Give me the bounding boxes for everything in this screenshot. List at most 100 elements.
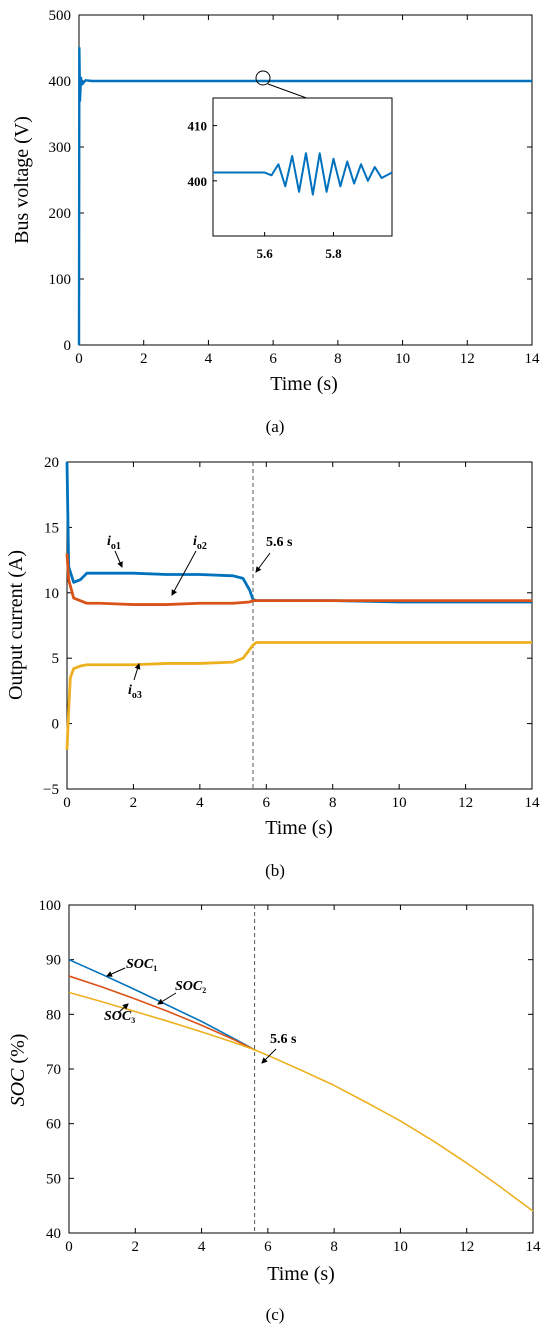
arrow-soc3 xyxy=(117,1003,129,1014)
y-tick-label: 90 xyxy=(46,953,61,969)
inset-yticks: 400 410 xyxy=(188,119,217,189)
y-tick-label: 100 xyxy=(39,898,62,914)
chart-c-xlabel: Time (s) xyxy=(267,1263,335,1285)
x-tick-label: 8 xyxy=(329,795,337,811)
arrow-io3 xyxy=(133,663,141,681)
series-line-3 xyxy=(68,991,534,1212)
inset-y-tick-label: 410 xyxy=(188,119,208,134)
chart-b-series xyxy=(65,461,532,750)
x-tick-label: 0 xyxy=(65,1239,73,1255)
y-tick-label: 60 xyxy=(46,1117,61,1133)
y-tick-label: −5 xyxy=(43,782,59,798)
arrow-io2 xyxy=(171,550,197,596)
label-io2-base: i xyxy=(193,534,197,549)
series-line-2 xyxy=(65,553,532,606)
x-tick-label: 0 xyxy=(75,351,83,367)
chart-a-inset: 400 410 5.6 5.8 xyxy=(188,97,393,261)
x-tick-label: 2 xyxy=(140,351,148,367)
x-tick-label: 2 xyxy=(130,795,138,811)
label-io1: io1 xyxy=(107,534,121,552)
label-io2-sub: o2 xyxy=(197,541,207,552)
chart-c-frame xyxy=(68,904,534,1234)
chart-c-caption: (c) xyxy=(266,1305,285,1324)
y-tick-label: 400 xyxy=(49,74,72,90)
x-tick-label: 14 xyxy=(525,795,541,811)
arrow-5-6s-b xyxy=(255,552,271,573)
y-tick-label: 200 xyxy=(49,206,72,222)
x-tick-label: 12 xyxy=(458,795,473,811)
chart-b-xlabel: Time (s) xyxy=(265,817,333,839)
x-tick-label: 4 xyxy=(205,351,213,367)
label-io3-sub: o3 xyxy=(132,690,142,701)
y-tick-label: 300 xyxy=(49,140,72,156)
chart-b-ylabel: Output current (A) xyxy=(5,550,27,700)
y-tick-label: 50 xyxy=(46,1171,61,1187)
arrow-5-6s-c xyxy=(261,1048,277,1064)
annotation-5-6s-b: 5.6 s xyxy=(266,535,293,550)
x-tick-label: 12 xyxy=(459,1239,474,1255)
arrow-io1 xyxy=(114,550,123,568)
series-line-1 xyxy=(65,461,532,604)
x-tick-label: 4 xyxy=(196,795,204,811)
x-tick-label: 6 xyxy=(263,795,271,811)
chart-a-series xyxy=(77,46,532,346)
y-tick-label: 0 xyxy=(52,717,60,733)
zoom-marker-arrow xyxy=(267,83,313,101)
chart-b: −5 0 5 10 15 20 0 2 4 6 8 10 12 14 Output current (A… xyxy=(5,455,540,880)
y-tick-label: 20 xyxy=(44,455,59,471)
arrow-soc1 xyxy=(106,967,126,977)
y-tick-label: 40 xyxy=(46,1226,61,1242)
label-soc1-base: SOC xyxy=(126,957,154,972)
label-soc2-sub: 2 xyxy=(202,986,206,995)
label-io3-base: i xyxy=(128,683,132,698)
series-line-1 xyxy=(68,958,255,1051)
chart-a-xlabel: Time (s) xyxy=(270,373,338,395)
annotation-5-6s-c: 5.6 s xyxy=(270,1032,297,1047)
chart-a-yticks: 0 100 200 300 400 500 xyxy=(49,8,532,354)
chart-a: 0 100 200 300 400 500 0 2 4 6 8 10 12 14 Bus voltage… xyxy=(11,8,540,436)
chart-c-series xyxy=(68,958,534,1212)
y-tick-label: 0 xyxy=(64,338,72,354)
x-tick-label: 12 xyxy=(460,351,475,367)
y-tick-label: 500 xyxy=(49,8,72,24)
y-tick-label: 80 xyxy=(46,1007,61,1023)
inset-y-tick-label: 400 xyxy=(188,174,208,189)
x-tick-label: 8 xyxy=(334,351,342,367)
chart-b-caption: (b) xyxy=(265,861,285,880)
label-soc2: SOC2 xyxy=(175,979,206,995)
x-tick-label: 10 xyxy=(393,1239,408,1255)
label-soc3-sub: 3 xyxy=(131,1016,135,1025)
inset-x-tick-label: 5.6 xyxy=(257,246,274,261)
x-tick-label: 8 xyxy=(330,1239,338,1255)
chart-c-ylabel: SOC (%) xyxy=(7,1034,29,1107)
y-tick-label: 15 xyxy=(44,520,59,536)
x-tick-label: 4 xyxy=(198,1239,206,1255)
label-io1-base: i xyxy=(107,534,111,549)
inset-series xyxy=(213,152,393,196)
label-soc3-base: SOC xyxy=(104,1009,132,1024)
chart-b-yticks: −5 0 5 10 15 20 xyxy=(43,455,532,798)
x-tick-label: 6 xyxy=(264,1239,272,1255)
chart-b-frame xyxy=(66,461,533,790)
series-line-2 xyxy=(68,975,255,1051)
label-soc1: SOC1 xyxy=(126,957,157,973)
x-tick-label: 10 xyxy=(395,351,410,367)
label-soc1-sub: 1 xyxy=(153,964,157,973)
arrow-soc2 xyxy=(157,992,177,1005)
chart-c-yticks: 40 50 60 70 80 90 100 xyxy=(39,898,533,1242)
chart-a-ylabel: Bus voltage (V) xyxy=(11,116,33,244)
series-line-1 xyxy=(77,46,532,346)
chart-c-ylabel-italic: SOC xyxy=(7,1068,29,1106)
inset-xticks: 5.6 5.8 xyxy=(257,232,342,261)
chart-c-ylabel-rest: (%) xyxy=(7,1034,29,1069)
x-tick-label: 2 xyxy=(132,1239,140,1255)
inset-x-tick-label: 5.8 xyxy=(325,246,342,261)
label-soc2-base: SOC xyxy=(175,979,203,994)
x-tick-label: 14 xyxy=(526,1239,542,1255)
x-tick-label: 6 xyxy=(269,351,277,367)
y-tick-label: 5 xyxy=(52,651,60,667)
zoom-marker-circle xyxy=(255,70,271,86)
y-tick-label: 70 xyxy=(46,1062,61,1078)
y-tick-label: 10 xyxy=(44,586,59,602)
